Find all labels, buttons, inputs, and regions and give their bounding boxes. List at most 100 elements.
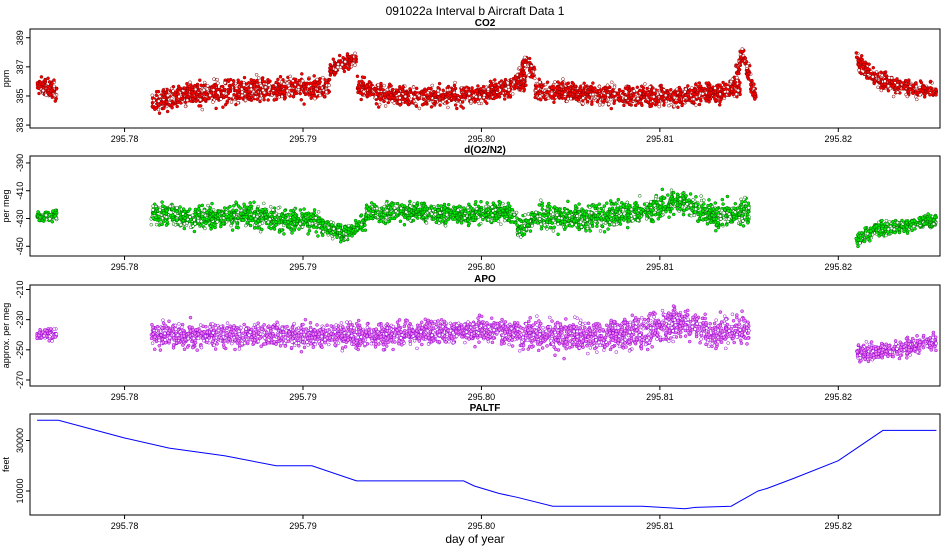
data-point (703, 96, 707, 101)
data-point (669, 97, 673, 102)
data-point (595, 99, 600, 104)
data-point (397, 92, 401, 96)
data-point (867, 62, 871, 66)
data-point (678, 91, 682, 96)
data-point (190, 221, 194, 226)
data-point (50, 81, 54, 86)
data-point (398, 100, 402, 104)
data-point (518, 84, 522, 89)
data-point (165, 100, 169, 104)
data-point (612, 99, 617, 103)
data-point (205, 87, 210, 91)
data-point (567, 88, 571, 92)
x-tick-label: 295.82 (825, 262, 853, 272)
data-point (298, 91, 302, 96)
data-point (311, 88, 316, 93)
data-point (38, 215, 42, 219)
data-point (234, 96, 238, 100)
data-point (234, 200, 238, 204)
data-point (510, 92, 515, 96)
x-tick-label: 295.81 (646, 262, 674, 272)
data-point (195, 92, 199, 97)
data-point (189, 217, 193, 222)
data-point (576, 98, 581, 102)
data-point (321, 75, 325, 80)
data-point (458, 95, 463, 99)
data-point (271, 208, 275, 212)
data-point (883, 82, 887, 87)
data-point (706, 81, 711, 85)
data-point (181, 218, 185, 223)
data-point (591, 92, 595, 97)
data-point (395, 88, 399, 92)
data-point (335, 235, 339, 240)
data-point (648, 85, 652, 89)
data-point (523, 55, 527, 60)
data-point (423, 101, 427, 105)
data-point (338, 223, 343, 227)
data-point (233, 88, 238, 93)
data-point (533, 76, 537, 81)
data-point (297, 227, 301, 231)
data-point (538, 97, 543, 102)
data-point (627, 88, 632, 93)
data-point (209, 209, 213, 213)
data-point (600, 102, 605, 107)
data-point (652, 88, 656, 93)
data-point (278, 74, 283, 79)
data-point (389, 93, 393, 97)
data-point (462, 94, 466, 99)
data-point (390, 99, 395, 103)
data-point (175, 104, 179, 109)
data-point (452, 83, 457, 88)
data-point (252, 213, 256, 218)
data-point (211, 100, 215, 104)
y-tick-label: 383 (15, 118, 25, 133)
data-point (402, 222, 407, 227)
data-point (552, 100, 556, 105)
data-point (303, 92, 308, 97)
data-point (204, 217, 209, 222)
data-point (672, 104, 677, 109)
data-point (877, 80, 882, 84)
data-point (665, 91, 670, 95)
data-point (434, 220, 439, 225)
data-point (425, 93, 429, 97)
data-point (171, 84, 176, 89)
data-point (226, 87, 230, 92)
data-point (196, 207, 201, 211)
data-point (173, 223, 178, 227)
data-point (659, 95, 663, 100)
data-point (494, 95, 499, 100)
data-point (550, 86, 554, 90)
data-point (735, 75, 739, 80)
data-point (164, 215, 169, 219)
data-point (875, 72, 880, 77)
data-point (527, 56, 532, 61)
data-point (324, 220, 328, 225)
data-point (618, 89, 622, 93)
data-point (281, 78, 285, 82)
data-point (750, 78, 754, 83)
data-point (318, 85, 322, 90)
data-point (292, 217, 297, 221)
data-point (305, 222, 310, 226)
data-point (871, 75, 875, 79)
data-point (318, 93, 322, 98)
data-point (507, 87, 511, 92)
data-point (299, 98, 304, 102)
data-point (262, 201, 266, 206)
data-point (479, 87, 483, 91)
data-point (291, 209, 296, 213)
data-point (479, 199, 483, 204)
data-point (231, 82, 235, 86)
data-point (167, 102, 172, 107)
data-point (176, 84, 181, 89)
data-point (546, 96, 551, 101)
data-point (190, 213, 195, 218)
data-point (686, 95, 691, 100)
data-point (603, 86, 608, 91)
data-point (918, 88, 922, 92)
data-point (455, 106, 459, 111)
data-point (605, 83, 610, 87)
